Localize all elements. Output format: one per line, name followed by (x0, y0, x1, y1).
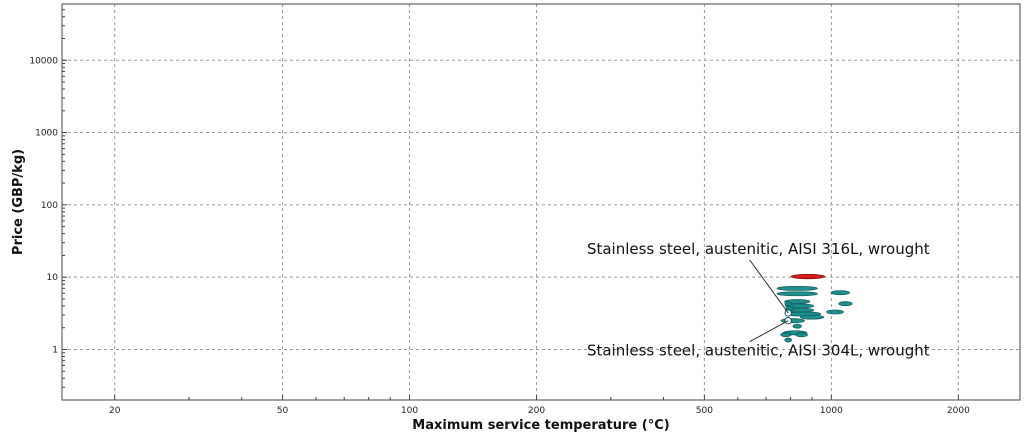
material-bubble (830, 290, 850, 296)
x-tick-label: 20 (109, 406, 121, 416)
y-tick-label: 100 (41, 201, 58, 211)
y-tick-label: 1000 (35, 129, 58, 139)
material-bubble (780, 332, 792, 338)
y-tick-label: 10 (47, 273, 59, 283)
annotation-label: Stainless steel, austenitic, AISI 316L, … (587, 240, 930, 258)
material-bubble (776, 291, 818, 297)
material-bubble (792, 323, 802, 329)
material-bubble (784, 301, 792, 307)
x-tick-label: 500 (696, 406, 713, 416)
annotation-leader (749, 320, 789, 343)
annotation-label: Stainless steel, austenitic, AISI 304L, … (587, 342, 930, 360)
x-tick-label: 200 (528, 406, 545, 416)
grid (62, 4, 1020, 400)
x-tick-label: 1000 (820, 406, 843, 416)
material-bubble (799, 314, 825, 320)
material-bubble (826, 309, 844, 315)
x-axis-title: Maximum service temperature (°C) (412, 418, 669, 433)
x-tick-label: 50 (277, 406, 289, 416)
plot-frame (61, 3, 1021, 401)
y-axis-title: Price (GBP/kg) (11, 149, 26, 255)
x-tick-label: 2000 (947, 406, 970, 416)
material-bubble (776, 285, 818, 291)
material-bubble (795, 332, 808, 338)
material-bubble (784, 337, 792, 343)
annotations: Stainless steel, austenitic, AISI 316L, … (587, 240, 930, 360)
annotation-leader (749, 259, 789, 314)
y-tick-label: 1 (52, 345, 58, 355)
x-tick-label: 100 (401, 406, 418, 416)
bubbles (776, 273, 853, 343)
y-tick-label: 10000 (29, 56, 58, 66)
material-bubble (838, 301, 853, 307)
highlight-bubble (790, 273, 826, 280)
